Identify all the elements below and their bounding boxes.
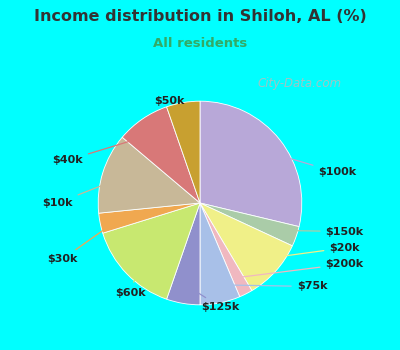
Text: $60k: $60k (116, 264, 146, 298)
Text: $150k: $150k (282, 226, 364, 237)
Text: $200k: $200k (240, 259, 364, 277)
Text: $50k: $50k (154, 96, 185, 119)
Text: $20k: $20k (265, 243, 360, 259)
Text: Income distribution in Shiloh, AL (%): Income distribution in Shiloh, AL (%) (34, 9, 366, 24)
Text: $100k: $100k (268, 152, 356, 177)
Wedge shape (200, 203, 252, 297)
Text: City-Data.com: City-Data.com (258, 77, 342, 90)
Wedge shape (98, 137, 200, 213)
Text: $10k: $10k (42, 179, 118, 208)
Wedge shape (99, 203, 200, 233)
Wedge shape (122, 107, 200, 203)
Wedge shape (200, 203, 299, 246)
Text: $30k: $30k (47, 221, 116, 264)
Wedge shape (200, 101, 302, 226)
Wedge shape (200, 203, 240, 305)
Wedge shape (103, 203, 200, 299)
Wedge shape (167, 203, 200, 305)
Text: All residents: All residents (153, 37, 247, 50)
Text: $75k: $75k (220, 281, 327, 292)
Wedge shape (200, 203, 292, 290)
Text: $40k: $40k (52, 135, 150, 165)
Text: $125k: $125k (188, 287, 240, 312)
Wedge shape (167, 101, 200, 203)
